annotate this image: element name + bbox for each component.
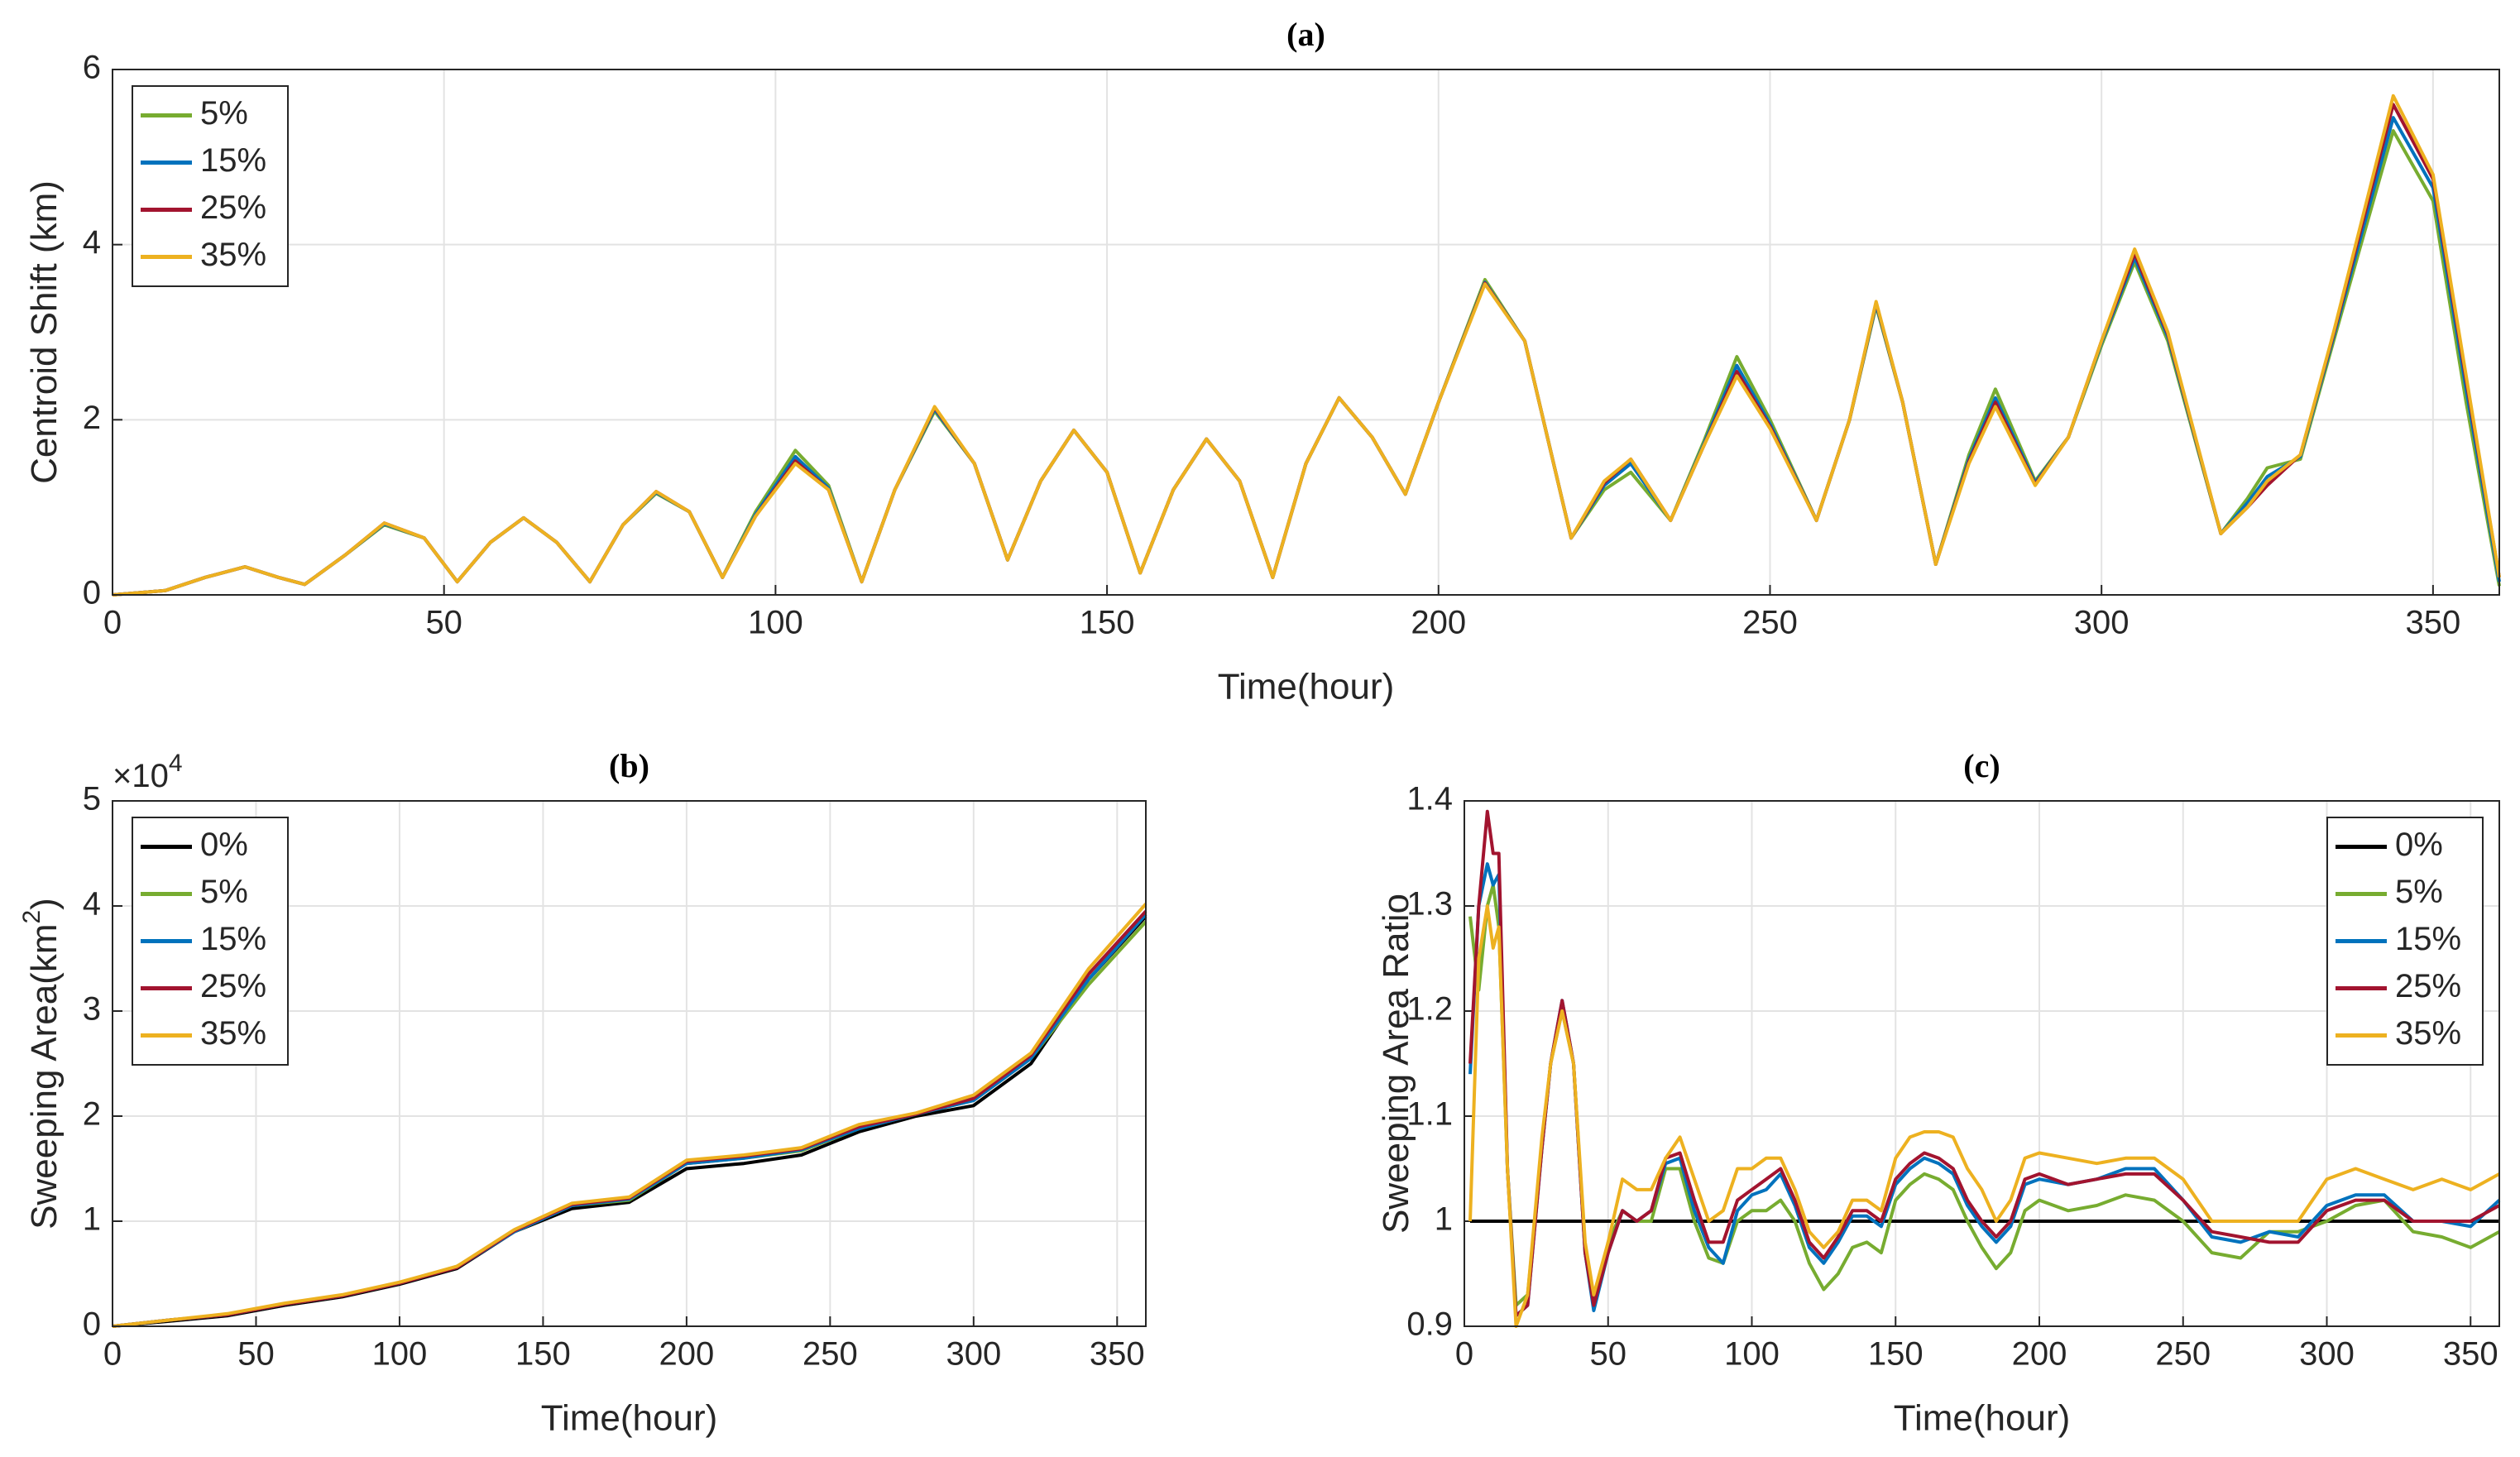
x-tick-label: 300 bbox=[946, 1336, 1001, 1373]
y-multiplier-exponent: 4 bbox=[169, 750, 183, 777]
legend-label: 35% bbox=[200, 1015, 266, 1052]
legend-label: 25% bbox=[200, 968, 266, 1004]
y-tick-label: 2 bbox=[83, 1096, 101, 1133]
y-tick-label: 1 bbox=[83, 1201, 101, 1238]
y-axis-label-end: ) bbox=[24, 898, 65, 910]
x-tick-label: 0 bbox=[103, 1336, 122, 1373]
y-axis-label: Centroid Shift (km) bbox=[24, 180, 65, 484]
x-axis-label: Time(hour) bbox=[1218, 667, 1395, 707]
y-axis-label-sup: 2 bbox=[18, 910, 46, 924]
data-line bbox=[112, 93, 2501, 597]
chart-title: (b) bbox=[609, 747, 649, 784]
y-tick-label: 2 bbox=[83, 400, 101, 436]
y-tick-label: 5 bbox=[83, 781, 101, 817]
y-axis-label-text: Sweeping Area(km bbox=[24, 924, 65, 1229]
legend-label: 15% bbox=[2395, 921, 2461, 957]
x-tick-label: 100 bbox=[748, 605, 803, 641]
x-tick-label: 150 bbox=[515, 1336, 571, 1373]
legend-label: 35% bbox=[2395, 1015, 2461, 1052]
x-tick-label: 200 bbox=[2012, 1336, 2067, 1373]
legend-label: 5% bbox=[200, 95, 248, 132]
legend-label: 25% bbox=[200, 189, 266, 226]
x-tick-label: 0 bbox=[1455, 1336, 1473, 1373]
data-line bbox=[1468, 809, 2500, 1318]
legend-label: 0% bbox=[2395, 827, 2443, 863]
legend-label: 25% bbox=[2395, 968, 2461, 1004]
y-tick-label: 1.3 bbox=[1406, 886, 1453, 923]
x-tick-label: 250 bbox=[802, 1336, 858, 1373]
x-tick-label: 50 bbox=[237, 1336, 275, 1373]
legend-label: 35% bbox=[200, 237, 266, 273]
x-tick-label: 50 bbox=[1590, 1336, 1627, 1373]
x-tick-label: 200 bbox=[1411, 605, 1466, 641]
data-line bbox=[112, 903, 1147, 1328]
y-tick-label: 0.9 bbox=[1406, 1306, 1453, 1343]
x-tick-label: 150 bbox=[1080, 605, 1135, 641]
y-tick-label: 0 bbox=[83, 575, 101, 611]
x-tick-label: 100 bbox=[1724, 1336, 1780, 1373]
x-axis-label: Time(hour) bbox=[541, 1398, 718, 1439]
plot-area bbox=[113, 69, 2499, 595]
y-tick-label: 3 bbox=[83, 991, 101, 1028]
x-tick-label: 250 bbox=[2155, 1336, 2211, 1373]
legend-box bbox=[132, 85, 289, 287]
x-tick-label: 250 bbox=[1742, 605, 1798, 641]
legend-label: 5% bbox=[200, 874, 248, 910]
y-axis-label-text: Centroid Shift (km) bbox=[24, 180, 65, 484]
x-tick-label: 350 bbox=[2405, 605, 2460, 641]
chart-title: (c) bbox=[1963, 747, 2000, 784]
y-tick-label: 4 bbox=[83, 224, 101, 261]
y-tick-label: 0 bbox=[83, 1306, 101, 1343]
x-tick-label: 200 bbox=[659, 1336, 715, 1373]
x-tick-label: 300 bbox=[2074, 605, 2130, 641]
axes-frame bbox=[1464, 800, 2500, 1327]
x-tick-label: 150 bbox=[1868, 1336, 1924, 1373]
legend-label: 0% bbox=[200, 827, 248, 863]
data-line bbox=[1468, 904, 2500, 1328]
y-tick-label: 4 bbox=[83, 886, 101, 923]
y-multiplier-base: ×10 bbox=[113, 758, 169, 794]
y-tick-label: 1.1 bbox=[1406, 1096, 1453, 1133]
axes-frame bbox=[112, 69, 2500, 596]
y-axis-label-text: Sweeping Area Ratio bbox=[1376, 894, 1416, 1234]
x-tick-label: 350 bbox=[2443, 1336, 2498, 1373]
x-tick-label: 50 bbox=[425, 605, 462, 641]
axes-frame bbox=[112, 800, 1147, 1327]
x-tick-label: 350 bbox=[1090, 1336, 1145, 1373]
legend-label: 15% bbox=[200, 921, 266, 957]
y-tick-label: 1.2 bbox=[1406, 991, 1453, 1028]
legend-label: 15% bbox=[200, 142, 266, 179]
y-axis-label: Sweeping Area Ratio bbox=[1376, 894, 1416, 1234]
y-axis-label: Sweeping Area(km2) bbox=[18, 898, 65, 1229]
y-tick-label: 1.4 bbox=[1406, 781, 1453, 817]
y-multiplier: ×104 bbox=[113, 750, 183, 794]
x-tick-label: 300 bbox=[2299, 1336, 2355, 1373]
y-tick-label: 1 bbox=[1435, 1201, 1453, 1238]
y-tick-label: 6 bbox=[83, 50, 101, 86]
legend-label: 5% bbox=[2395, 874, 2443, 910]
x-tick-label: 0 bbox=[103, 605, 122, 641]
x-axis-label: Time(hour) bbox=[1894, 1398, 2071, 1439]
chart-title: (a) bbox=[1286, 16, 1325, 53]
x-tick-label: 100 bbox=[372, 1336, 428, 1373]
